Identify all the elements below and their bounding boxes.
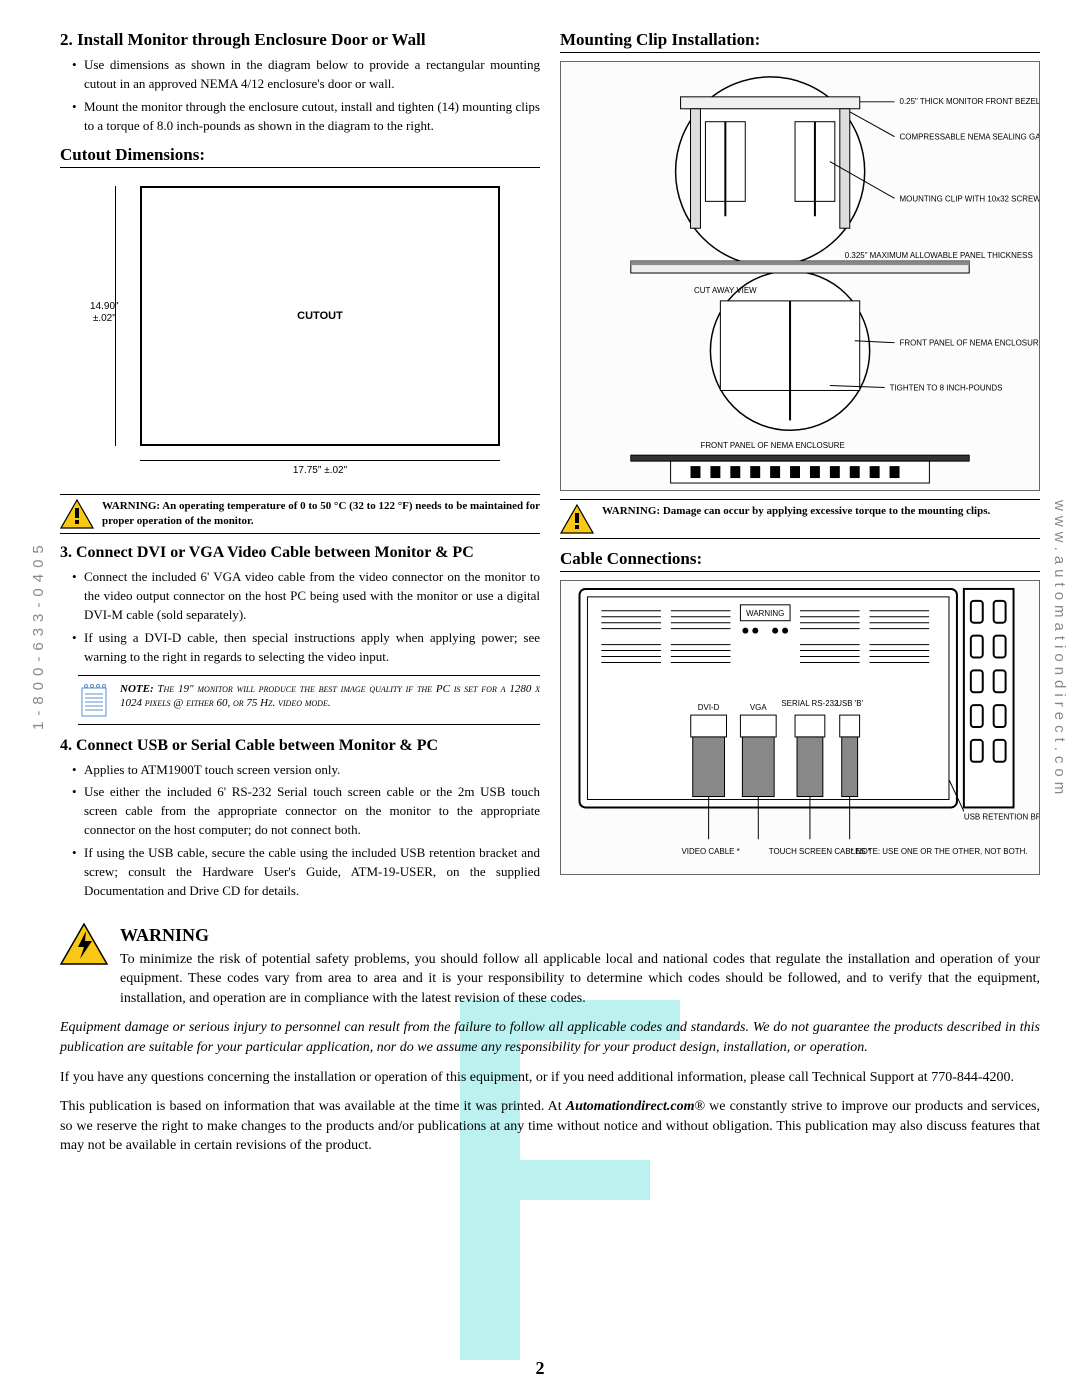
svg-text:SERIAL RS-232: SERIAL RS-232 [781, 699, 839, 708]
svg-text:VIDEO CABLE *: VIDEO CABLE * [681, 847, 739, 856]
section4-bullets: Applies to ATM1900T touch screen version… [60, 761, 540, 901]
notepad-icon [78, 682, 110, 718]
svg-text:CUT AWAY VIEW: CUT AWAY VIEW [694, 286, 757, 295]
note-text: NOTE: The 19" monitor will produce the b… [120, 682, 540, 712]
section3-bullets: Connect the included 6' VGA video cable … [60, 568, 540, 666]
section2-title: 2. Install Monitor through Enclosure Doo… [60, 30, 540, 50]
lightning-warning-icon [60, 923, 108, 965]
svg-text:MAXIMUM ALLOWABLE PANEL THICKN: MAXIMUM ALLOWABLE PANEL THICKNESS [870, 251, 1033, 260]
cutout-width: 17.75" [293, 465, 322, 476]
warning-icon [560, 504, 594, 534]
big-warning-p4: This publication is based on information… [60, 1097, 1040, 1156]
cutout-diagram: 14.90" ±.02" CUTOUT 17.75" ±.02" [80, 176, 540, 486]
section3-title: 3. Connect DVI or VGA Video Cable betwee… [60, 544, 540, 562]
side-phone: 1-800-633-0405 [30, 539, 47, 730]
svg-text:WARNING: WARNING [746, 609, 784, 618]
big-warning-p2: Equipment damage or serious injury to pe… [60, 1018, 1040, 1057]
cutout-height: 14.90" [90, 301, 119, 312]
note-row: NOTE: The 19" monitor will produce the b… [78, 675, 540, 725]
page-number: 2 [0, 1358, 1080, 1379]
warning1-text: WARNING: An operating temperature of 0 t… [102, 499, 540, 529]
svg-text:USB RETENTION BRACKET: USB RETENTION BRACKET [964, 812, 1039, 821]
big-warning-section: WARNING To minimize the risk of potentia… [60, 923, 1040, 1157]
section3-bullet2: If using a DVI-D cable, then special ins… [76, 629, 540, 667]
section3-bullet1: Connect the included 6' VGA video cable … [76, 568, 540, 625]
cutout-width-tol: ±.02" [324, 465, 347, 476]
svg-text:USB 'B': USB 'B' [836, 699, 863, 708]
svg-text:FRONT PANEL OF NEMA ENCLOSURE: FRONT PANEL OF NEMA ENCLOSURE [900, 339, 1039, 348]
section4-bullet1: Applies to ATM1900T touch screen version… [76, 761, 540, 780]
warning2-text: WARNING: Damage can occur by applying ex… [602, 504, 990, 519]
section4-title: 4. Connect USB or Serial Cable between M… [60, 737, 540, 755]
mounting-diagram: 0.25" THICK MONITOR FRONT BEZEL COMPRESS… [560, 61, 1040, 491]
cutout-height-tol: ±.02" [93, 313, 116, 324]
section4-bullet3: If using the USB cable, secure the cable… [76, 844, 540, 901]
cable-title: Cable Connections: [560, 549, 1040, 572]
big-warning-title: WARNING [120, 923, 1040, 948]
warning-icon [60, 499, 94, 529]
cutout-rect: CUTOUT [140, 186, 500, 446]
big-warning-p3: If you have any questions concerning the… [60, 1068, 1040, 1088]
svg-text:VGA: VGA [750, 703, 767, 712]
section4-bullet2: Use either the included 6' RS-232 Serial… [76, 783, 540, 840]
svg-text:0.25" THICK MONITOR FRONT BEZE: 0.25" THICK MONITOR FRONT BEZEL [900, 97, 1039, 106]
svg-text:COMPRESSABLE NEMA SEALING GASK: COMPRESSABLE NEMA SEALING GASKET [900, 133, 1039, 142]
warning2-row: WARNING: Damage can occur by applying ex… [560, 499, 1040, 539]
big-warning-p1: To minimize the risk of potential safety… [120, 950, 1040, 1009]
svg-text:MOUNTING CLIP WITH 10x32 SCREW: MOUNTING CLIP WITH 10x32 SCREW [900, 194, 1039, 203]
svg-text:0.325": 0.325" [845, 251, 868, 260]
svg-text:TIGHTEN TO 8 INCH-POUNDS: TIGHTEN TO 8 INCH-POUNDS [890, 383, 1003, 392]
svg-text:* NOTE: USE ONE OR THE OTHER,: * NOTE: USE ONE OR THE OTHER, NOT BOTH. [851, 847, 1028, 856]
svg-text:FRONT PANEL OF NEMA ENCLOSURE: FRONT PANEL OF NEMA ENCLOSURE [700, 441, 844, 450]
side-url: www.automationdirect.com [1051, 500, 1068, 799]
cable-diagram: WARNING DVI-D VGA SERIAL RS-232 USB 'B' [560, 580, 1040, 875]
section2-bullet2: Mount the monitor through the enclosure … [76, 98, 540, 136]
svg-text:DVI-D: DVI-D [698, 703, 720, 712]
warning1-row: WARNING: An operating temperature of 0 t… [60, 494, 540, 534]
cutout-title: Cutout Dimensions: [60, 145, 540, 168]
mounting-title: Mounting Clip Installation: [560, 30, 1040, 53]
section2-bullets: Use dimensions as shown in the diagram b… [60, 56, 540, 135]
section2-bullet1: Use dimensions as shown in the diagram b… [76, 56, 540, 94]
